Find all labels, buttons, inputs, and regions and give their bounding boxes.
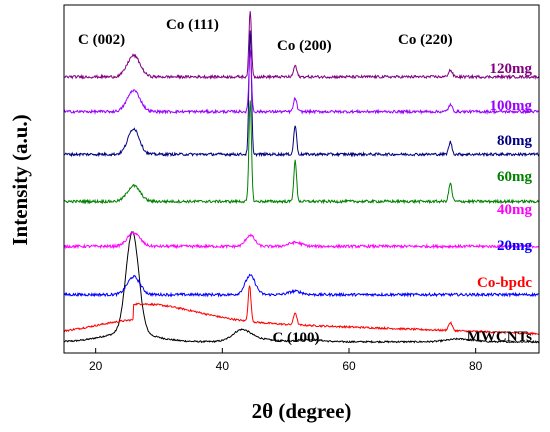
series-labels: MWCNTs Co-bpdc 20mg 40mg 60mg 80mg 100mg 120mg [467, 61, 533, 345]
y-axis-title: Intensity (a.u.) [8, 114, 32, 245]
series-label-mwcnts: MWCNTs [467, 329, 532, 345]
series-traces [63, 11, 540, 344]
series-label-40mg: 40mg [497, 202, 532, 218]
series-label-20mg: 20mg [497, 238, 532, 254]
x-axis-ticks: 20 40 60 80 [89, 348, 483, 373]
peak-label: C (100) [272, 330, 319, 346]
peak-label: Co (111) [166, 17, 219, 33]
peak-labels: C (002) Co (111) Co (200) Co (220) C (100) [78, 17, 453, 346]
peak-label: C (002) [78, 32, 125, 48]
series-line-co-bpdc [63, 285, 540, 336]
series-label-80mg: 80mg [497, 133, 532, 149]
series-line-80mg [63, 30, 540, 158]
series-line-40mg [63, 231, 540, 250]
plot-frame [63, 4, 540, 354]
series-label-120mg: 120mg [490, 61, 533, 77]
series-line-120mg [63, 11, 540, 80]
x-tick-label: 60 [342, 359, 356, 373]
x-tick-label: 80 [469, 359, 483, 373]
series-line-20mg [63, 273, 540, 298]
peak-label: Co (200) [277, 38, 332, 54]
series-line-100mg [63, 50, 540, 115]
series-line-mwcnts [63, 231, 540, 344]
peak-label: Co (220) [398, 32, 453, 48]
x-tick-label: 20 [89, 359, 103, 373]
series-label-100mg: 100mg [490, 98, 533, 114]
series-label-co-bpdc: Co-bpdc [477, 275, 532, 291]
x-tick-label: 40 [216, 359, 230, 373]
series-line-60mg [63, 100, 540, 205]
series-label-60mg: 60mg [497, 169, 532, 185]
x-axis-title: 2θ (degree) [252, 399, 352, 423]
